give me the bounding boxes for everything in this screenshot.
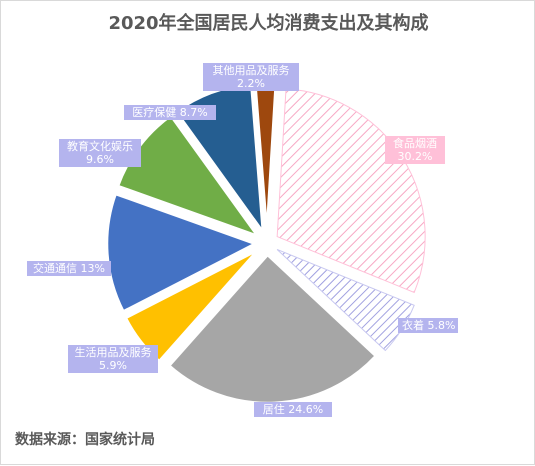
slice-name: 衣着 (402, 319, 424, 332)
label-food: 食品烟酒 30.2% (385, 136, 445, 164)
slice-name: 生活用品及服务 (74, 346, 152, 359)
slice-name: 教育文化娱乐 (67, 140, 133, 153)
chart-title: 2020年全国居民人均消费支出及其构成 (108, 13, 429, 34)
label-other: 其他用品及服务 2.2% (203, 63, 299, 91)
slice-value: 5.8% (427, 319, 456, 332)
label-medical: 医疗保健 8.7% (124, 105, 216, 120)
slice-value: 13% (80, 262, 105, 275)
slice-name: 交通通信 (33, 262, 78, 275)
slice-name: 食品烟酒 (393, 137, 437, 150)
slice-household (124, 249, 259, 363)
slice-value: 2.2% (237, 77, 265, 90)
slice-value: 24.6% (288, 403, 324, 416)
source-note: 数据来源：国家统计局 (15, 432, 155, 448)
label-education: 教育文化娱乐 9.6% (59, 139, 141, 167)
slice-value: 5.9% (99, 359, 127, 372)
slice-name: 居住 (262, 403, 285, 416)
slice-name: 其他用品及服务 (212, 64, 290, 77)
label-clothing: 衣着 5.8% (398, 318, 458, 333)
slice-value: 9.6% (86, 153, 114, 166)
label-transport: 交通通信 13% (27, 261, 111, 276)
label-housing: 居住 24.6% (254, 402, 332, 417)
slice-value: 8.7% (179, 106, 208, 119)
slice-name: 医疗保健 (132, 106, 177, 119)
slice-value: 30.2% (397, 150, 433, 163)
slice-transport (105, 192, 259, 314)
label-household: 生活用品及服务 5.9% (68, 345, 158, 373)
